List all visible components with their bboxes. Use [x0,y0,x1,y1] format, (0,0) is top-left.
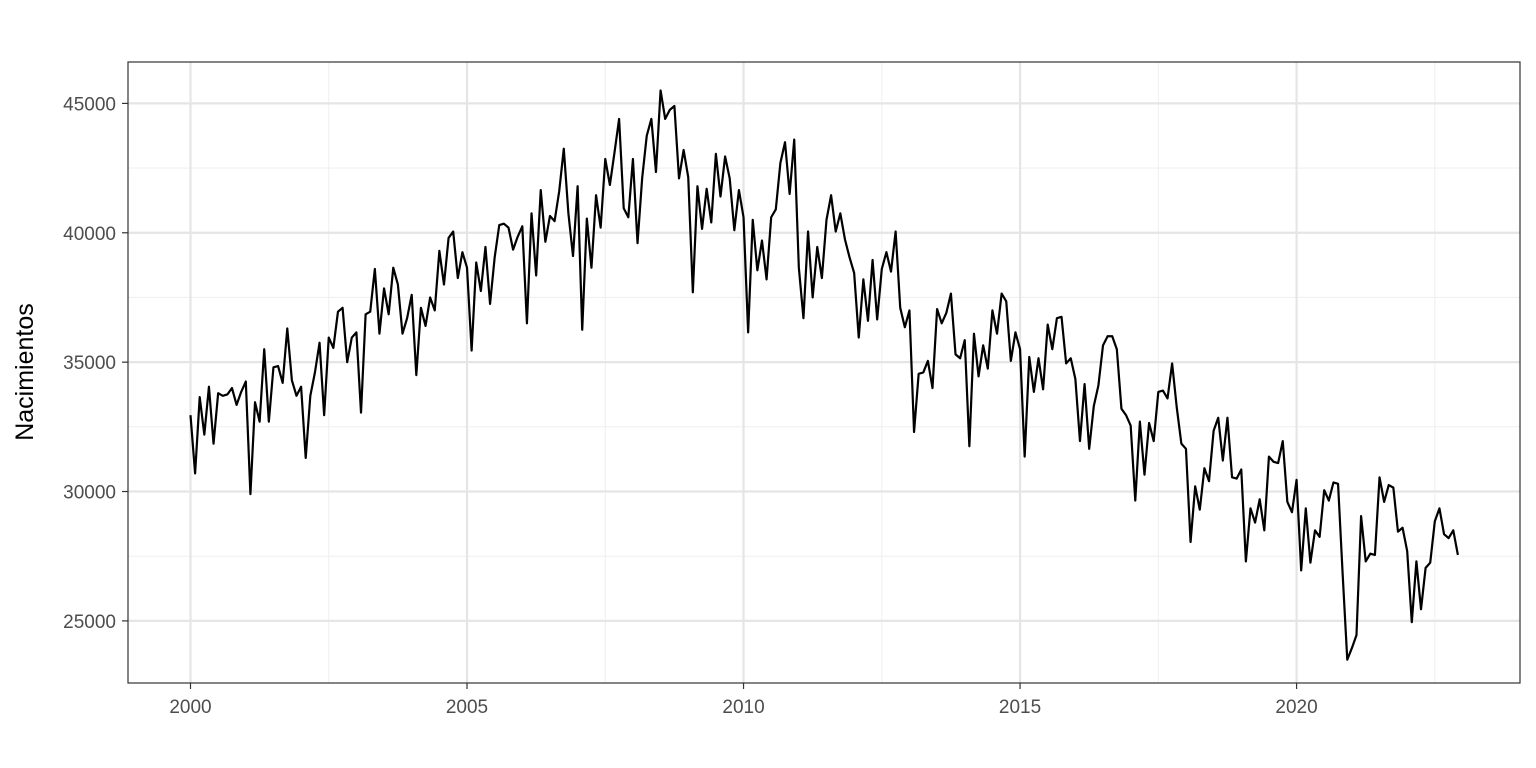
y-axis: 25000 30000 35000 40000 45000 [63,94,128,633]
y-tick-label: 35000 [63,353,116,374]
x-axis: 2000 2005 2010 2015 2020 [169,683,1318,718]
panel-border [127,61,1521,684]
x-tick-label: 2005 [446,697,488,718]
x-tick-label: 2020 [1275,697,1317,718]
y-tick-label: 30000 [63,483,116,504]
x-tick-label: 2010 [722,697,764,718]
x-tick-label: 2015 [999,697,1041,718]
y-tick-label: 25000 [63,612,116,633]
y-tick-label: 45000 [63,94,116,115]
y-axis-title: Nacimientos [11,303,39,441]
births-series-line [189,89,1459,661]
y-tick-label: 40000 [63,224,116,245]
x-tick-label: 2000 [169,697,211,718]
panel-background [128,62,1520,683]
